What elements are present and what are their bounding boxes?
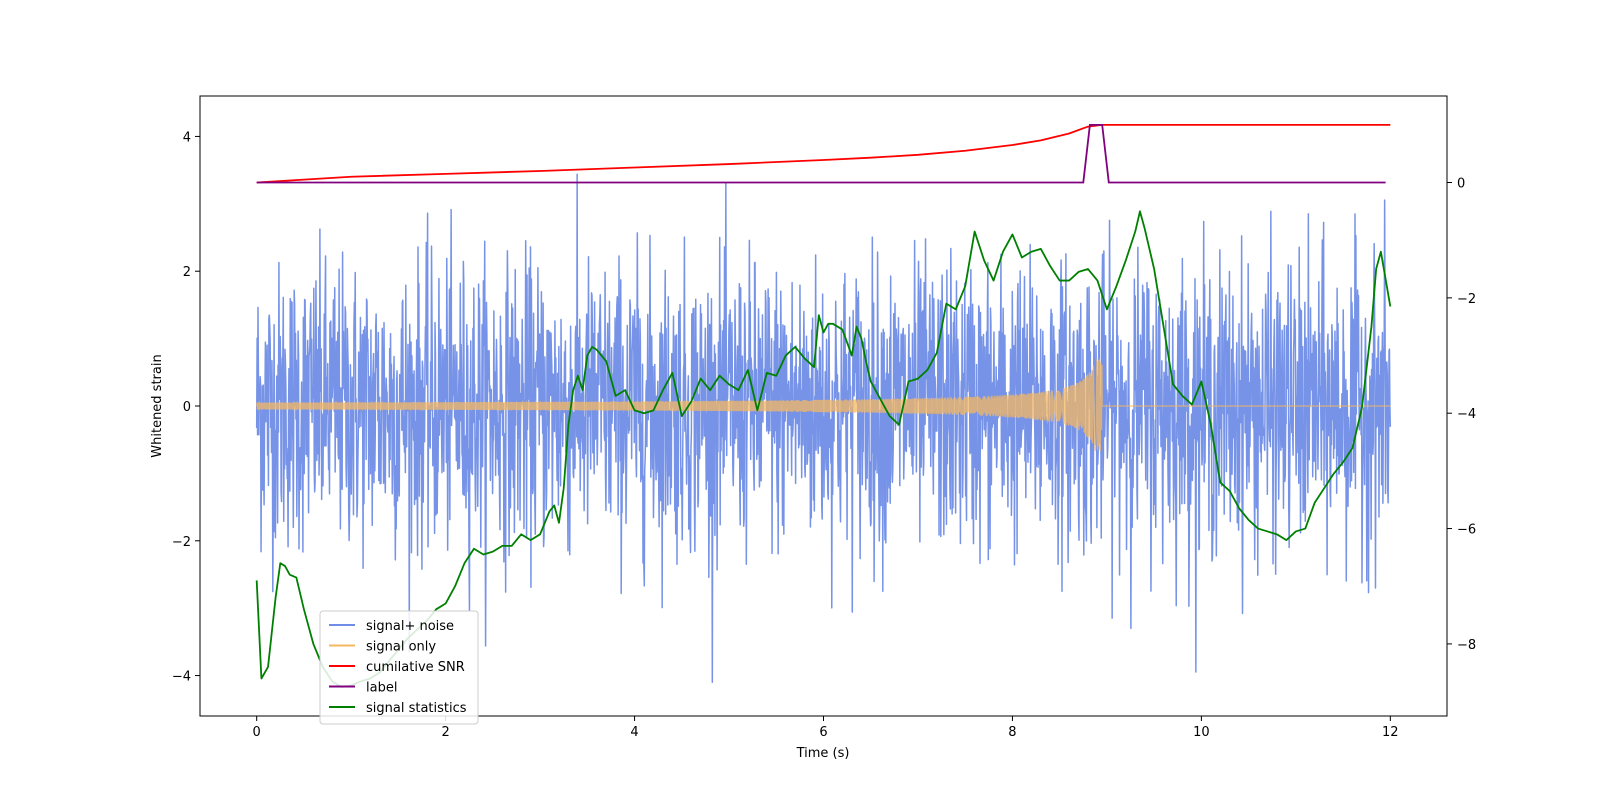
legend-label: signal only bbox=[366, 640, 436, 655]
series-line-signal-statistics bbox=[255, 210, 1392, 689]
y-left-tick-label: 4 bbox=[183, 130, 191, 145]
x-tick-label: 6 bbox=[819, 725, 827, 740]
legend-frame bbox=[319, 610, 479, 725]
y-left-tick-label: 0 bbox=[183, 400, 191, 415]
y-axis-right: −8 −6 −4 −2 0 bbox=[1447, 177, 1476, 653]
x-tick-label: 8 bbox=[1008, 725, 1016, 740]
x-tick-label: 10 bbox=[1193, 725, 1210, 740]
y-right-tick-label: −2 bbox=[1457, 292, 1476, 307]
y-left-tick-label: −4 bbox=[172, 670, 191, 685]
legend: signal+ noise signal only cumilative SNR la… bbox=[319, 610, 479, 725]
x-tick-label: 4 bbox=[630, 725, 638, 740]
y-right-tick-label: −8 bbox=[1457, 638, 1476, 653]
legend-label: signal statistics bbox=[366, 701, 467, 716]
series-line-cumulative-snr bbox=[256, 123, 1391, 184]
x-tick-label: 0 bbox=[253, 725, 261, 740]
y-right-tick-label: 0 bbox=[1457, 177, 1465, 192]
x-tick-label: 12 bbox=[1382, 725, 1399, 740]
y-axis-left: −4 −2 0 2 4 bbox=[172, 130, 200, 685]
y-right-tick-label: −6 bbox=[1457, 523, 1476, 538]
plot-series bbox=[255, 123, 1392, 689]
x-tick-label: 2 bbox=[441, 725, 449, 740]
y-right-tick-label: −4 bbox=[1457, 407, 1476, 422]
y-left-tick-label: −2 bbox=[172, 535, 191, 550]
legend-label: label bbox=[366, 681, 397, 696]
y-axis-label: Whitened strain bbox=[150, 354, 165, 457]
series-line-signal-noise bbox=[255, 173, 1392, 684]
x-axis-label: Time (s) bbox=[796, 746, 850, 761]
series-line-signal-only bbox=[256, 358, 1391, 452]
series-line-label bbox=[256, 123, 1386, 184]
y-left-tick-label: 2 bbox=[183, 265, 191, 280]
legend-label: signal+ noise bbox=[366, 619, 454, 634]
legend-label: cumilative SNR bbox=[366, 660, 465, 675]
